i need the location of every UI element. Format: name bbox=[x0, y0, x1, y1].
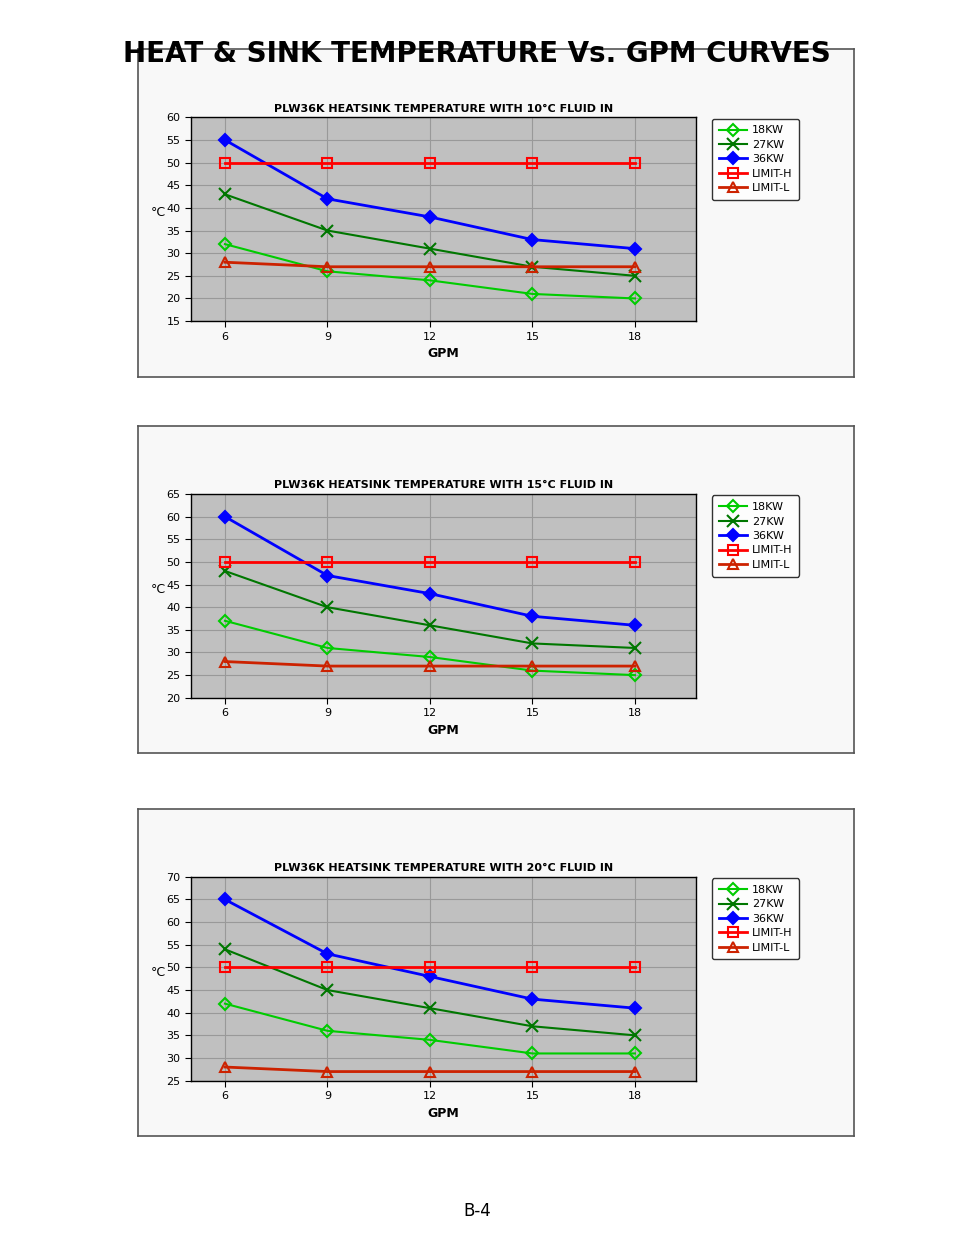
X-axis label: GPM: GPM bbox=[427, 347, 459, 361]
Legend: 18KW, 27KW, 36KW, LIMIT-H, LIMIT-L: 18KW, 27KW, 36KW, LIMIT-H, LIMIT-L bbox=[711, 495, 799, 577]
Y-axis label: °C: °C bbox=[151, 206, 165, 220]
Text: HEAT & SINK TEMPERATURE Vs. GPM CURVES: HEAT & SINK TEMPERATURE Vs. GPM CURVES bbox=[123, 40, 830, 68]
Title: PLW36K HEATSINK TEMPERATURE WITH 10°C FLUID IN: PLW36K HEATSINK TEMPERATURE WITH 10°C FL… bbox=[274, 104, 613, 114]
Title: PLW36K HEATSINK TEMPERATURE WITH 20°C FLUID IN: PLW36K HEATSINK TEMPERATURE WITH 20°C FL… bbox=[274, 863, 613, 873]
Legend: 18KW, 27KW, 36KW, LIMIT-H, LIMIT-L: 18KW, 27KW, 36KW, LIMIT-H, LIMIT-L bbox=[711, 878, 799, 960]
Y-axis label: °C: °C bbox=[151, 583, 165, 595]
Y-axis label: °C: °C bbox=[151, 966, 165, 978]
X-axis label: GPM: GPM bbox=[427, 724, 459, 737]
Title: PLW36K HEATSINK TEMPERATURE WITH 15°C FLUID IN: PLW36K HEATSINK TEMPERATURE WITH 15°C FL… bbox=[274, 480, 613, 490]
X-axis label: GPM: GPM bbox=[427, 1107, 459, 1120]
Text: B-4: B-4 bbox=[462, 1202, 491, 1220]
Legend: 18KW, 27KW, 36KW, LIMIT-H, LIMIT-L: 18KW, 27KW, 36KW, LIMIT-H, LIMIT-L bbox=[711, 119, 799, 200]
